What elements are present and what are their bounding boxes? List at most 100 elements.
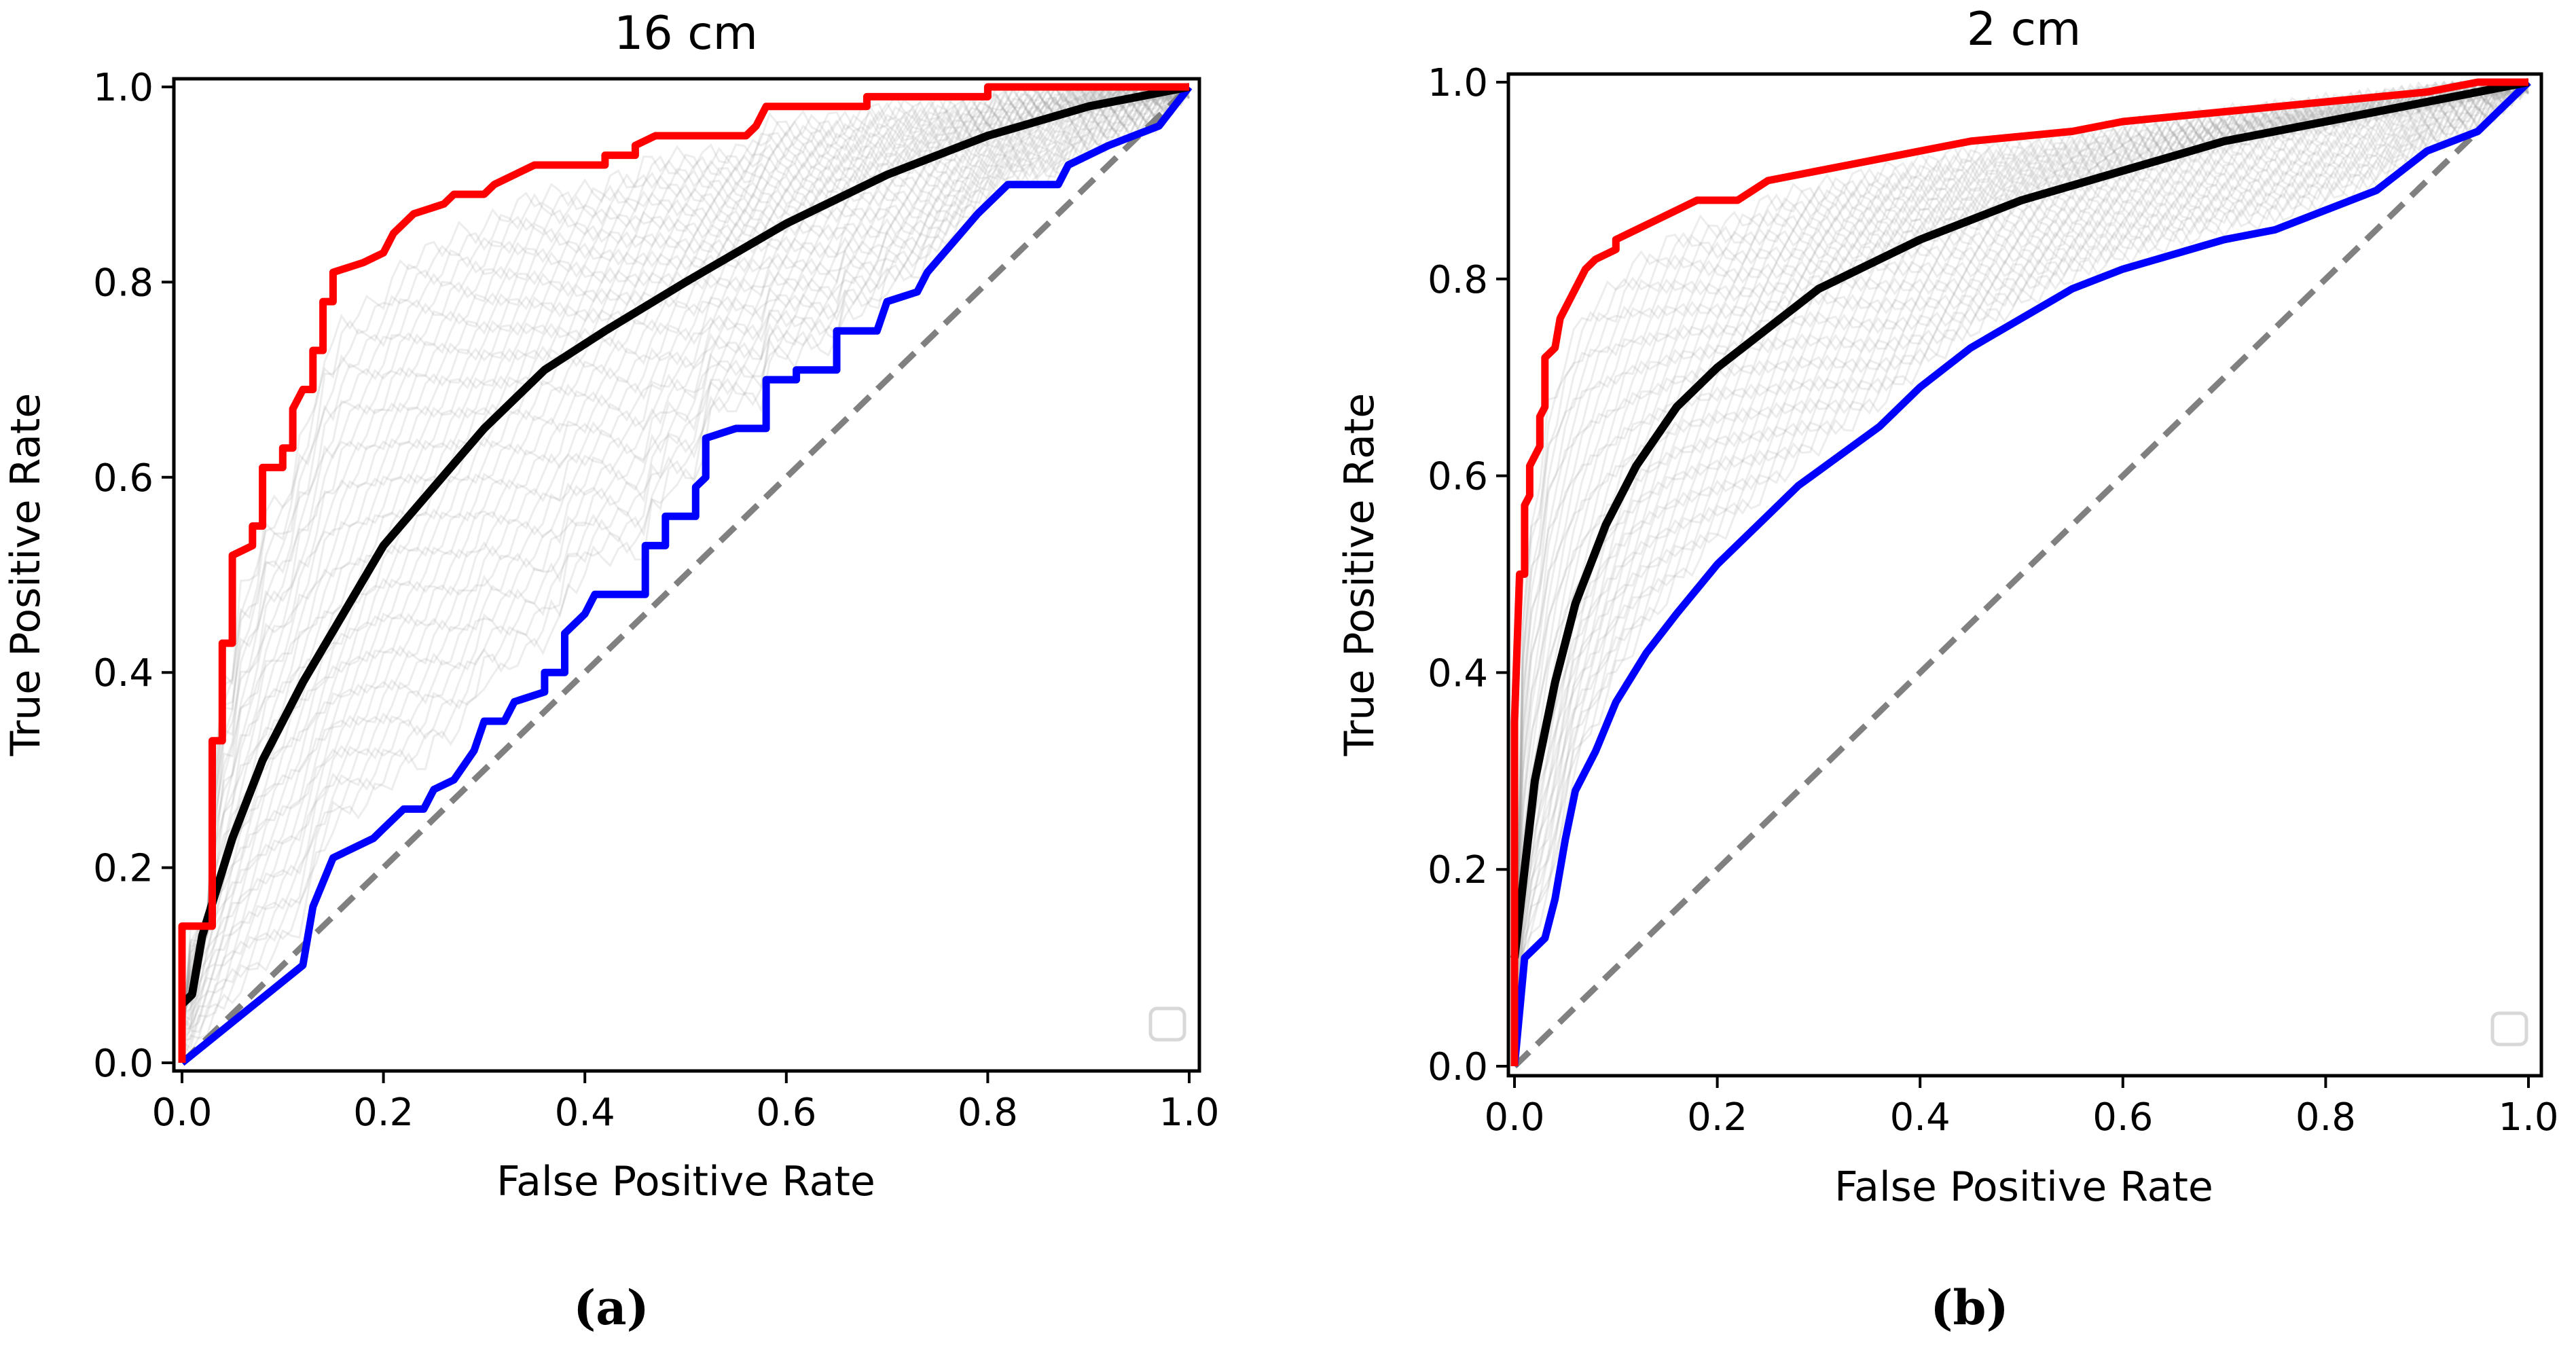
bootstrap-curve (1513, 81, 2529, 1030)
x-tick-label: 0.6 (2092, 1095, 2153, 1140)
bootstrap-curve (1513, 81, 2528, 1018)
bootstrap-curve (1513, 81, 2529, 1001)
y-axis-label: True Positive Rate (2, 393, 50, 757)
bootstrap-curves (181, 85, 1191, 1061)
panel-caption: (a) (573, 1279, 649, 1336)
bootstrap-curve (1513, 80, 2530, 1044)
bootstrap-curve (1513, 81, 2529, 966)
chart-title: 2 cm (1967, 3, 2082, 56)
bootstrap-curve (181, 86, 1190, 1038)
bootstrap-curve (181, 86, 1190, 1007)
x-axis-label: False Positive Rate (496, 1158, 875, 1205)
y-tick-label: 0.6 (93, 456, 153, 501)
y-tick-label: 1.0 (1428, 61, 1488, 105)
y-tick-label: 0.4 (93, 651, 153, 695)
y-tick-label: 0.6 (1428, 455, 1488, 499)
mean-roc-line (179, 83, 1191, 1008)
bootstrap-curve (181, 85, 1191, 1030)
bootstrap-curve (181, 85, 1189, 1032)
worst-roc-line (179, 84, 1193, 1066)
bootstrap-curve (181, 85, 1189, 1058)
bootstrap-curve (1513, 80, 2529, 987)
bootstrap-curve (1513, 83, 2529, 1037)
x-tick-label: 0.8 (958, 1091, 1018, 1135)
bootstrap-curve (181, 85, 1189, 1033)
bootstrap-curve (1513, 80, 2528, 1009)
bootstrap-curve (1513, 81, 2530, 1038)
bootstrap-curve (181, 85, 1190, 1025)
bootstrap-curve (1513, 81, 2530, 1013)
bootstrap-curve (181, 85, 1191, 1053)
bootstrap-curve (1513, 81, 2529, 976)
bootstrap-curve (181, 85, 1190, 1028)
best-roc-line (1510, 78, 2528, 1066)
x-axis-label: False Positive Rate (1834, 1163, 2213, 1211)
bootstrap-curve (1513, 85, 2530, 1029)
plot-area (178, 83, 1193, 1066)
bootstrap-curve (1513, 80, 2529, 1023)
bootstrap-curve (181, 85, 1191, 1015)
plot-area (1510, 78, 2531, 1069)
bootstrap-curve (181, 86, 1189, 1055)
mean-roc-line (1510, 78, 2530, 959)
bootstrap-curve (1513, 81, 2530, 1011)
y-tick-label: 0.0 (93, 1042, 153, 1086)
x-tick-label: 0.4 (1890, 1095, 1951, 1140)
bootstrap-curve (181, 86, 1191, 1039)
bootstrap-curve (181, 85, 1190, 1048)
bootstrap-curve (181, 85, 1190, 1008)
x-tick-label: 1.0 (1159, 1091, 1219, 1135)
bootstrap-curve (1513, 81, 2530, 1025)
bootstrap-curve (1513, 80, 2528, 984)
bootstrap-curve (181, 86, 1190, 1052)
bootstrap-curve (181, 85, 1191, 1015)
best-roc-line (178, 83, 1189, 1063)
bootstrap-curve (1513, 81, 2528, 1051)
bootstrap-curve (1513, 81, 2530, 996)
panel-caption: (b) (1930, 1279, 2008, 1336)
bootstrap-curve (181, 86, 1190, 1030)
panel-b: 2 cm False Positive Rate True Positive R… (1336, 3, 2559, 1336)
bootstrap-curve (1513, 81, 2530, 972)
x-tick-label: 0.0 (1484, 1095, 1544, 1140)
x-tick-label: 0.6 (756, 1091, 816, 1135)
bootstrap-curve (181, 85, 1189, 1055)
bootstrap-curve (1513, 80, 2529, 1029)
x-tick-label: 0.2 (1687, 1095, 1747, 1140)
bootstrap-curve (1513, 81, 2529, 991)
y-tick-label: 0.2 (1428, 848, 1488, 892)
bootstrap-curve (181, 92, 1190, 1055)
x-tick-label: 0.4 (555, 1091, 615, 1135)
axes-frame (172, 77, 1201, 1073)
bootstrap-curve (181, 86, 1189, 1040)
worst-roc-line (1510, 79, 2531, 1067)
bootstrap-curve (1513, 81, 2529, 1037)
bootstrap-curve (181, 86, 1191, 1037)
bootstrap-curve (181, 86, 1191, 1021)
panel-a: 16 cm False Positive Rate True Positive … (2, 7, 1220, 1336)
chart-title: 16 cm (614, 7, 758, 60)
y-tick-label: 1.0 (93, 66, 153, 110)
bootstrap-curve (181, 85, 1190, 1034)
y-tick-label: 0.8 (93, 261, 153, 305)
bootstrap-curve (181, 85, 1189, 1023)
y-tick-label: 0.4 (1428, 651, 1488, 695)
bootstrap-curve (1513, 81, 2530, 1053)
x-tick-label: 0.0 (151, 1091, 212, 1135)
bootstrap-curve (1513, 81, 2530, 979)
bootstrap-curve (181, 86, 1191, 1004)
bootstrap-curve (181, 85, 1191, 1023)
chance-roc-line (1512, 79, 2531, 1069)
x-tick-label: 0.8 (2296, 1095, 2356, 1140)
bootstrap-curve (181, 85, 1190, 1040)
y-axis-label: True Positive Rate (1336, 393, 1383, 757)
bootstrap-curve (1513, 81, 2528, 996)
bootstrap-curve (181, 86, 1190, 1033)
legend-box (1148, 1006, 1186, 1042)
axes-frame (1506, 72, 2543, 1078)
x-tick-label: 0.2 (353, 1091, 414, 1135)
x-tick-label: 1.0 (2498, 1095, 2558, 1140)
bootstrap-curve (1513, 81, 2530, 1022)
y-tick-label: 0.0 (1428, 1045, 1488, 1089)
